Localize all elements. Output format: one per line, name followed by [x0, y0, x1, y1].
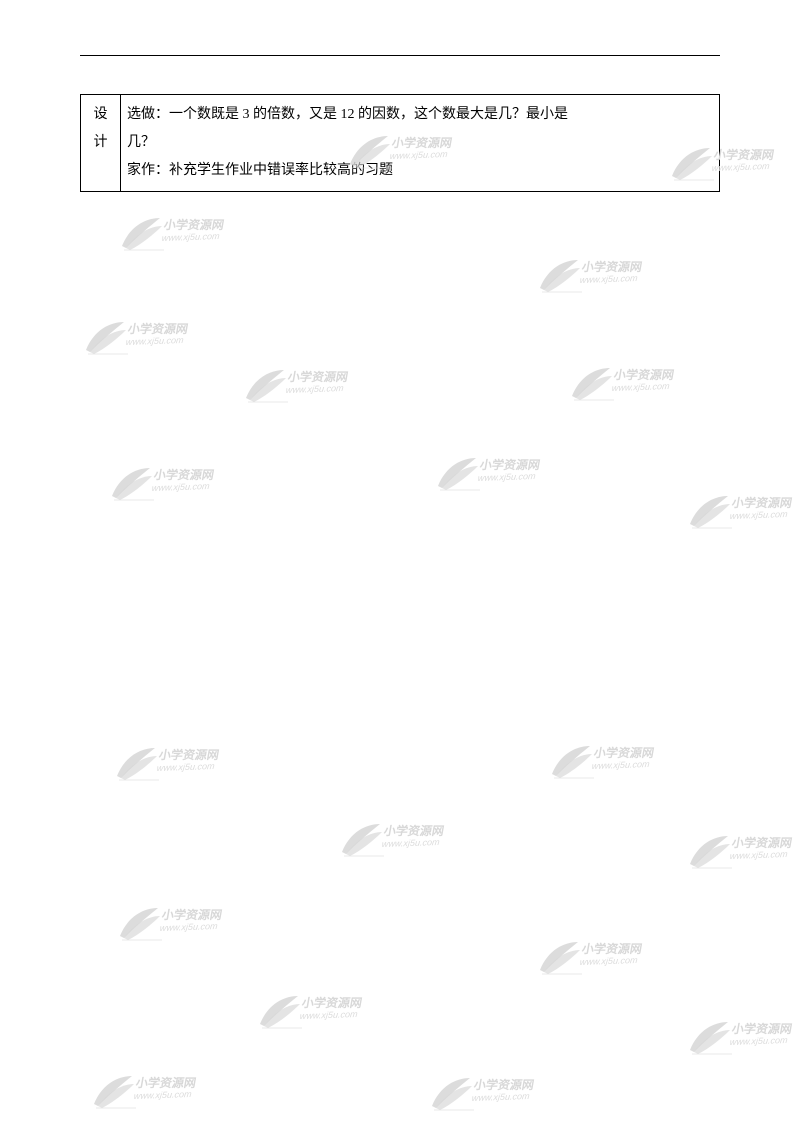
left-label-line1: 设 — [87, 101, 114, 129]
content-table: 设 计 选做：一个数既是 3 的倍数，又是 12 的因数，这个数最大是几？最小是… — [80, 94, 720, 192]
left-label-line2: 计 — [87, 129, 114, 157]
table-cell-left: 设 计 — [81, 95, 121, 192]
table-cell-right: 选做：一个数既是 3 的倍数，又是 12 的因数，这个数最大是几？最小是 几？ … — [121, 95, 720, 192]
page-container: 设 计 选做：一个数既是 3 的倍数，又是 12 的因数，这个数最大是几？最小是… — [0, 0, 800, 1132]
top-horizontal-rule — [80, 55, 720, 56]
right-line2: 几？ — [127, 129, 713, 157]
table-row: 设 计 选做：一个数既是 3 的倍数，又是 12 的因数，这个数最大是几？最小是… — [81, 95, 720, 192]
right-line1: 选做：一个数既是 3 的倍数，又是 12 的因数，这个数最大是几？最小是 — [127, 101, 713, 129]
right-line3: 家作：补充学生作业中错误率比较高的习题 — [127, 157, 713, 185]
